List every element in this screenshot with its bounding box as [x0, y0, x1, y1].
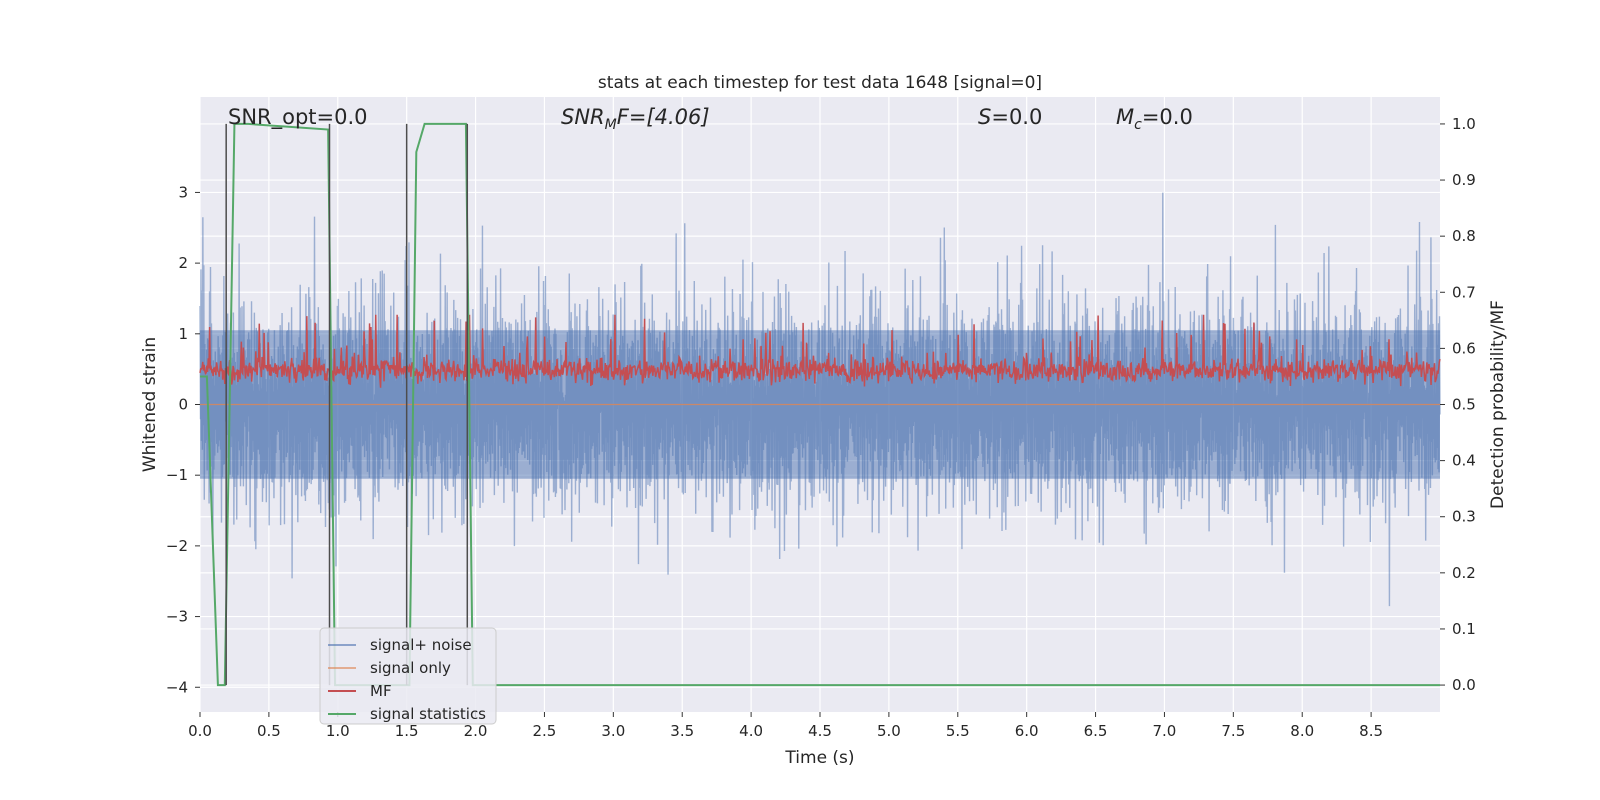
x-tick-label: 7.5	[1221, 722, 1245, 740]
y2-axis-label: Detection probability/MF	[1488, 300, 1508, 509]
y-axis-ticks: 3 2 1 0 −1 −2 −3 −4	[166, 183, 200, 696]
annotation-snr-mf-rest: F=[4.06]	[617, 105, 710, 129]
annotation-s: S=0.0	[978, 105, 1042, 129]
event-markers	[225, 123, 469, 686]
y2-tick-label: 0.7	[1452, 283, 1476, 301]
annotation-mc-rest: =0.0	[1142, 105, 1193, 129]
annotation-snr-opt: SNR_opt=0.0	[228, 105, 368, 130]
x-tick-label: 8.0	[1290, 722, 1314, 740]
y2-tick-label: 0.8	[1452, 227, 1476, 245]
annotation-snr-mf: SNRMF=[4.06]	[561, 105, 710, 133]
x-tick-label: 7.0	[1153, 722, 1177, 740]
x-tick-label: 0.5	[257, 722, 281, 740]
legend: signal+ noise signal only MF signal statist…	[319, 627, 497, 725]
y-tick-label: −1	[166, 466, 188, 484]
annotation-snr-mf-sub: M	[605, 117, 617, 133]
legend-label: MF	[370, 682, 392, 700]
x-tick-label: 2.0	[464, 722, 488, 740]
x-tick-label: 6.0	[1015, 722, 1039, 740]
x-tick-label: 6.5	[1084, 722, 1108, 740]
x-tick-label: 1.0	[326, 722, 350, 740]
legend-label: signal only	[370, 659, 451, 677]
x-tick-label: 3.5	[670, 722, 694, 740]
x-axis-label: Time (s)	[784, 748, 854, 768]
legend-label: signal statistics	[370, 705, 486, 723]
y-tick-label: −4	[166, 678, 188, 696]
legend-label: signal+ noise	[370, 636, 472, 654]
x-tick-label: 5.0	[877, 722, 901, 740]
x-tick-label: 1.5	[395, 722, 419, 740]
y-tick-label: −3	[166, 608, 188, 626]
y-axis-label: Whitened strain	[140, 337, 160, 472]
chart-title: stats at each timestep for test data 164…	[598, 73, 1042, 93]
x-tick-label: 8.5	[1359, 722, 1383, 740]
annotation-mc-sub: c	[1134, 117, 1142, 133]
y2-tick-label: 0.1	[1452, 620, 1476, 638]
y2-tick-label: 0.3	[1452, 508, 1476, 526]
x-tick-label: 4.5	[808, 722, 832, 740]
series-signal-statistics	[200, 122, 1440, 687]
x-tick-label: 5.5	[946, 722, 970, 740]
x-tick-label: 3.0	[601, 722, 625, 740]
y2-axis-ticks: 1.0 0.9 0.8 0.7 0.6 0.5 0.4 0.3 0.2 0.1 0.0	[1440, 115, 1476, 694]
y2-tick-label: 0.4	[1452, 452, 1476, 470]
y-tick-label: 1	[178, 325, 188, 343]
annotation-snr-mf-main: SNR	[561, 105, 605, 129]
y2-tick-label: 0.0	[1452, 676, 1476, 694]
y2-tick-label: 0.6	[1452, 339, 1476, 357]
legend-box	[319, 627, 497, 725]
y-tick-label: −2	[166, 537, 188, 555]
y-tick-label: 3	[178, 183, 188, 201]
y2-tick-label: 0.2	[1452, 564, 1476, 582]
annotation-s-rest: =0.0	[991, 105, 1042, 129]
x-tick-label: 2.5	[533, 722, 557, 740]
y2-tick-label: 0.9	[1452, 171, 1476, 189]
annotation-mc-main: M	[1116, 105, 1134, 129]
y-tick-label: 2	[178, 254, 188, 272]
x-tick-label: 0.0	[188, 722, 212, 740]
y-tick-label: 0	[178, 396, 188, 414]
x-tick-label: 4.0	[739, 722, 763, 740]
y2-tick-label: 1.0	[1452, 115, 1476, 133]
annotation-mc: Mc=0.0	[1116, 105, 1193, 133]
x-axis-ticks: 0.0 0.5 1.0 1.5 2.0 2.5 3.0 3.5 4.0 4.5 5.0 5.5 6.0 6…	[188, 712, 1383, 740]
y2-tick-label: 0.5	[1452, 396, 1476, 414]
annotation-s-main: S	[978, 105, 991, 129]
